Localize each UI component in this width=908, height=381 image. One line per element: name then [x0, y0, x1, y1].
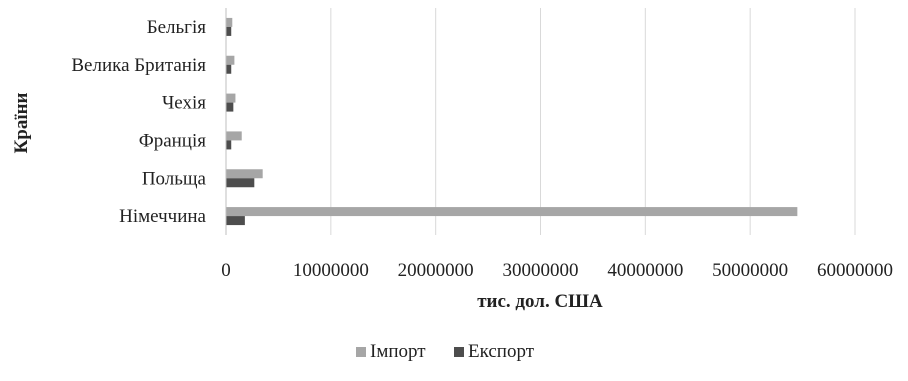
bars [226, 17, 798, 226]
bar-export [226, 140, 232, 150]
x-axis-title: тис. дол. США [477, 291, 603, 312]
category-label: Польща [142, 168, 207, 189]
bar-export [226, 26, 232, 36]
bar-import [226, 93, 236, 103]
bar-import [226, 55, 235, 65]
x-tick-label: 50000000 [712, 260, 788, 281]
x-tick-label: 60000000 [817, 260, 893, 281]
bar-export [226, 64, 232, 74]
y-axis-title: Країни [11, 92, 32, 153]
x-tick-labels: 0 10000000 20000000 30000000 40000000 5000000… [221, 260, 893, 281]
category-label: Франція [139, 130, 207, 151]
bar-export [226, 178, 255, 188]
category-label: Німеччина [119, 206, 206, 227]
gridlines [330, 8, 856, 235]
x-tick-label: 30000000 [503, 260, 579, 281]
bar-import [226, 131, 242, 141]
category-label: Бельгія [147, 17, 207, 38]
bar-import [226, 169, 263, 179]
legend: Імпорт Експорт [356, 341, 535, 362]
legend-swatch [356, 347, 366, 357]
legend-label: Імпорт [370, 341, 426, 362]
legend-label: Експорт [468, 341, 535, 362]
bar-import [226, 17, 233, 27]
bar-export [226, 216, 245, 226]
x-tick-label: 10000000 [293, 260, 369, 281]
x-tick-label: 40000000 [607, 260, 683, 281]
legend-swatch [454, 347, 464, 357]
x-tick-label: 0 [221, 260, 231, 281]
category-label: Велика Британія [71, 55, 206, 76]
bar-import [226, 207, 798, 217]
category-label: Чехія [162, 93, 206, 114]
category-labels: Бельгія Велика Британія Чехія Франція Польща… [71, 17, 206, 227]
bar-export [226, 102, 234, 112]
x-tick-label: 20000000 [398, 260, 474, 281]
